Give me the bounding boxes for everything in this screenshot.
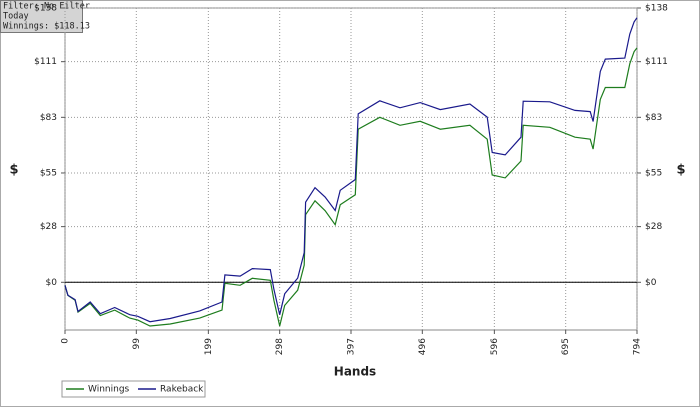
legend: Winnings Rakeback [61, 380, 206, 398]
x-tick-label: 596 [490, 338, 500, 355]
y-tick-label: $28 [40, 222, 57, 232]
y-tick-label: $55 [40, 168, 57, 178]
legend-label: Winnings [88, 385, 130, 395]
x-tick-label: 0 [61, 338, 71, 344]
x-tick-label: 298 [275, 338, 285, 355]
x-tick-label: 199 [204, 338, 214, 355]
x-tick-label: 496 [418, 338, 428, 355]
y-axis-label: $ [9, 163, 18, 178]
info-line: Today [3, 12, 29, 22]
series-line [64, 17, 638, 323]
y2-tick-label: $111 [645, 57, 668, 67]
y-tick-label: $0 [46, 278, 58, 288]
x-tick-label: 695 [561, 338, 571, 355]
x-tick-label: 397 [347, 338, 357, 355]
y2-tick-label: $138 [645, 4, 668, 14]
y2-tick-label: $28 [645, 222, 662, 232]
legend-label: Rakeback [160, 385, 204, 395]
y-tick-label: $83 [40, 113, 57, 123]
series-line [64, 47, 638, 327]
y-tick-label: $111 [34, 57, 57, 67]
info-line: Winnings: $118.13 [3, 22, 90, 32]
x-tick-label: 99 [132, 338, 142, 350]
y2-tick-label: $55 [645, 168, 662, 178]
y2-axis-label: $ [676, 163, 685, 178]
info-line: Filter: No Filter [3, 2, 90, 12]
legend-box [61, 380, 206, 398]
info-box [0, 0, 83, 33]
y2-tick-label: $83 [645, 113, 662, 123]
x-axis-label: Hands [334, 365, 376, 379]
y-tick-label: $138 [34, 4, 57, 14]
y2-tick-label: $0 [645, 278, 657, 288]
x-tick-label: 794 [633, 338, 643, 355]
